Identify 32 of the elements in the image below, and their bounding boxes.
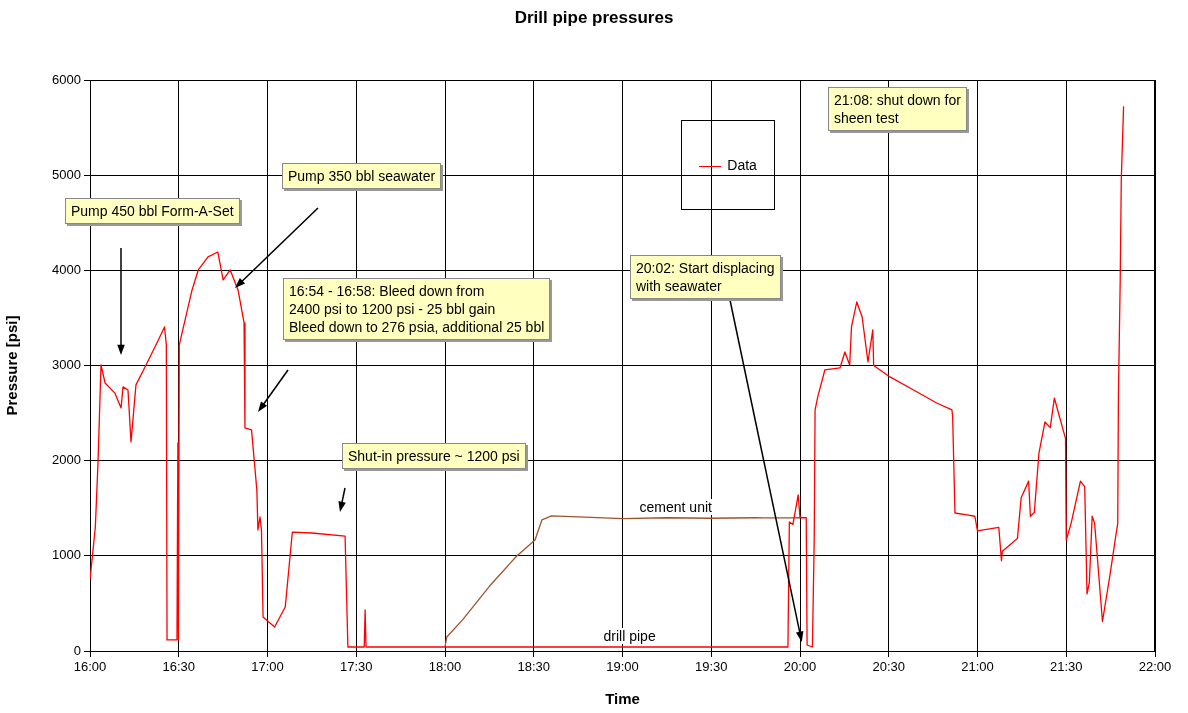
- x-tick-label: 16:00: [73, 659, 107, 675]
- y-tick-label: 2000: [52, 452, 81, 468]
- annotation: Pump 450 bbl Form-A-Set: [65, 198, 240, 224]
- annotation: Shut-in pressure ~ 1200 psi: [342, 443, 526, 469]
- x-tick-label: 18:00: [428, 659, 462, 675]
- x-tick-label: 20:30: [872, 659, 906, 675]
- y-tick-label: 4000: [52, 261, 81, 277]
- x-tick-label: 21:30: [1049, 659, 1083, 675]
- x-tick-label: 21:00: [961, 659, 994, 675]
- x-tick-label: 19:30: [694, 659, 728, 675]
- annotation: cement unit: [637, 498, 714, 515]
- annotation: 16:54 - 16:58: Bleed down from 2400 psi to 1200 psi - 25 bbl gain Bleed down to 276 psia, additional 25 bbl: [283, 278, 551, 340]
- x-tick-label: 17:30: [339, 659, 373, 675]
- y-axis-title: Pressure [psi]: [3, 315, 21, 416]
- legend-label: Data: [726, 156, 757, 173]
- y-tick-label: 5000: [52, 166, 81, 182]
- x-tick-label: 18:30: [517, 659, 551, 675]
- annotation: drill pipe: [601, 628, 658, 644]
- y-tick-label: 0: [73, 642, 81, 658]
- annotation: Pump 350 bbl seawater: [282, 163, 442, 189]
- chart-title: Drill pipe pressures: [513, 8, 675, 28]
- x-tick-label: 16:30: [162, 659, 196, 675]
- x-tick-label: 20:00: [783, 659, 817, 675]
- annotation: 21:08: shut down for sheen test: [828, 87, 967, 131]
- x-axis-title: Time: [605, 690, 640, 708]
- annotation: 20:02: Start displacing with seawater: [630, 255, 781, 299]
- y-tick-label: 6000: [52, 71, 81, 87]
- y-tick-label: 1000: [52, 547, 81, 563]
- x-tick-label: 22:00: [1138, 659, 1172, 675]
- x-tick-label: 19:00: [606, 659, 639, 675]
- x-tick-label: 17:00: [251, 659, 284, 675]
- y-tick-label: 3000: [52, 357, 81, 373]
